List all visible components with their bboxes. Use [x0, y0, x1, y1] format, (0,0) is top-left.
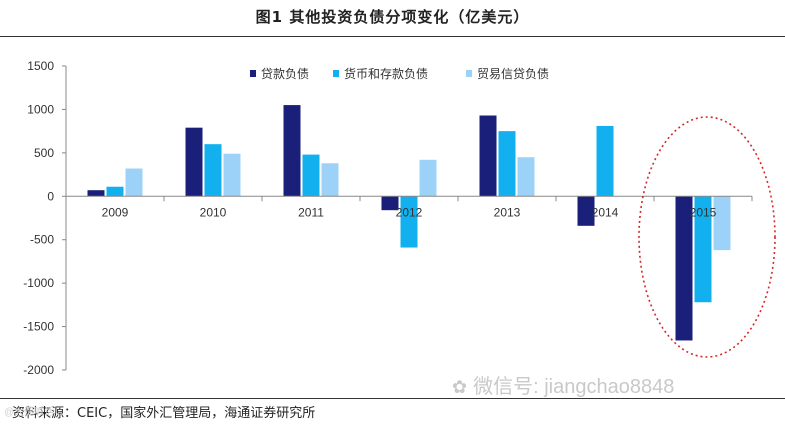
- y-tick-label: -500: [30, 233, 54, 247]
- bar-2009-s2: [106, 186, 124, 197]
- bar-2010-s3: [223, 153, 241, 197]
- title-divider: [0, 36, 785, 37]
- bar-2012-s1: [381, 196, 399, 211]
- bar-2015-s2: [694, 196, 712, 303]
- y-tick-label: 1500: [27, 59, 54, 73]
- y-tick-label: -1500: [23, 320, 54, 334]
- bar-2009-s3: [125, 168, 143, 197]
- legend-label: 货币和存款负债: [344, 66, 428, 81]
- bar-2014-s1: [577, 196, 595, 226]
- bar-2012-s3: [419, 159, 437, 197]
- legend-swatch: [333, 70, 339, 77]
- legend-swatch: [466, 70, 472, 77]
- watermark: ✿ 微信号: jiangchao8848: [452, 370, 674, 399]
- bar-2012-s2: [400, 196, 418, 248]
- bar-2015-s1: [675, 196, 693, 341]
- bar-2011-s2: [302, 154, 320, 197]
- bar-2015-s3: [713, 196, 731, 251]
- watermark-text: 微信号: jiangchao8848: [473, 376, 675, 398]
- source-note: 资料来源：CEIC，国家外汇管理局，海通证券研究所: [12, 406, 316, 421]
- x-tick-label: 2010: [200, 205, 227, 219]
- x-tick-label: 2012: [396, 205, 423, 219]
- bar-2011-s1: [283, 105, 301, 197]
- y-tick-label: 0: [47, 189, 54, 203]
- bar-2010-s2: [204, 144, 222, 197]
- bar-2009-s1: [87, 190, 105, 197]
- x-tick-label: 2011: [298, 205, 324, 219]
- watermark-small: @大侃喊话: [4, 407, 55, 418]
- y-tick-label: 1000: [27, 102, 54, 116]
- y-tick-label: -2000: [23, 363, 54, 377]
- x-tick-label: 2014: [592, 205, 619, 219]
- footer-divider: [0, 398, 785, 399]
- legend-label: 贷款负债: [261, 67, 309, 81]
- bar-2011-s3: [321, 163, 339, 197]
- legend-swatch: [250, 70, 256, 77]
- bar-2014-s2: [596, 125, 614, 197]
- bar-2013-s3: [517, 157, 535, 197]
- y-tick-label: -1000: [23, 276, 54, 290]
- bar-2013-s2: [498, 131, 516, 197]
- chart-title: 图1 其他投资负债分项变化（亿美元）: [255, 8, 530, 26]
- bar-2013-s1: [479, 115, 497, 197]
- bar-chart: 1500 1000 500 0 -500 -1000 -1500 -2000 2009 2010 2…: [23, 59, 776, 377]
- x-tick-label: 2009: [102, 205, 129, 219]
- x-tick-label: 2015: [690, 205, 717, 219]
- legend-label: 贸易信贷负债: [477, 67, 549, 81]
- wechat-icon: ✿: [452, 377, 468, 397]
- bar-2010-s1: [185, 127, 203, 197]
- y-tick-label: 500: [34, 146, 54, 160]
- x-tick-label: 2013: [494, 205, 521, 219]
- highlight-ellipse: [638, 116, 776, 358]
